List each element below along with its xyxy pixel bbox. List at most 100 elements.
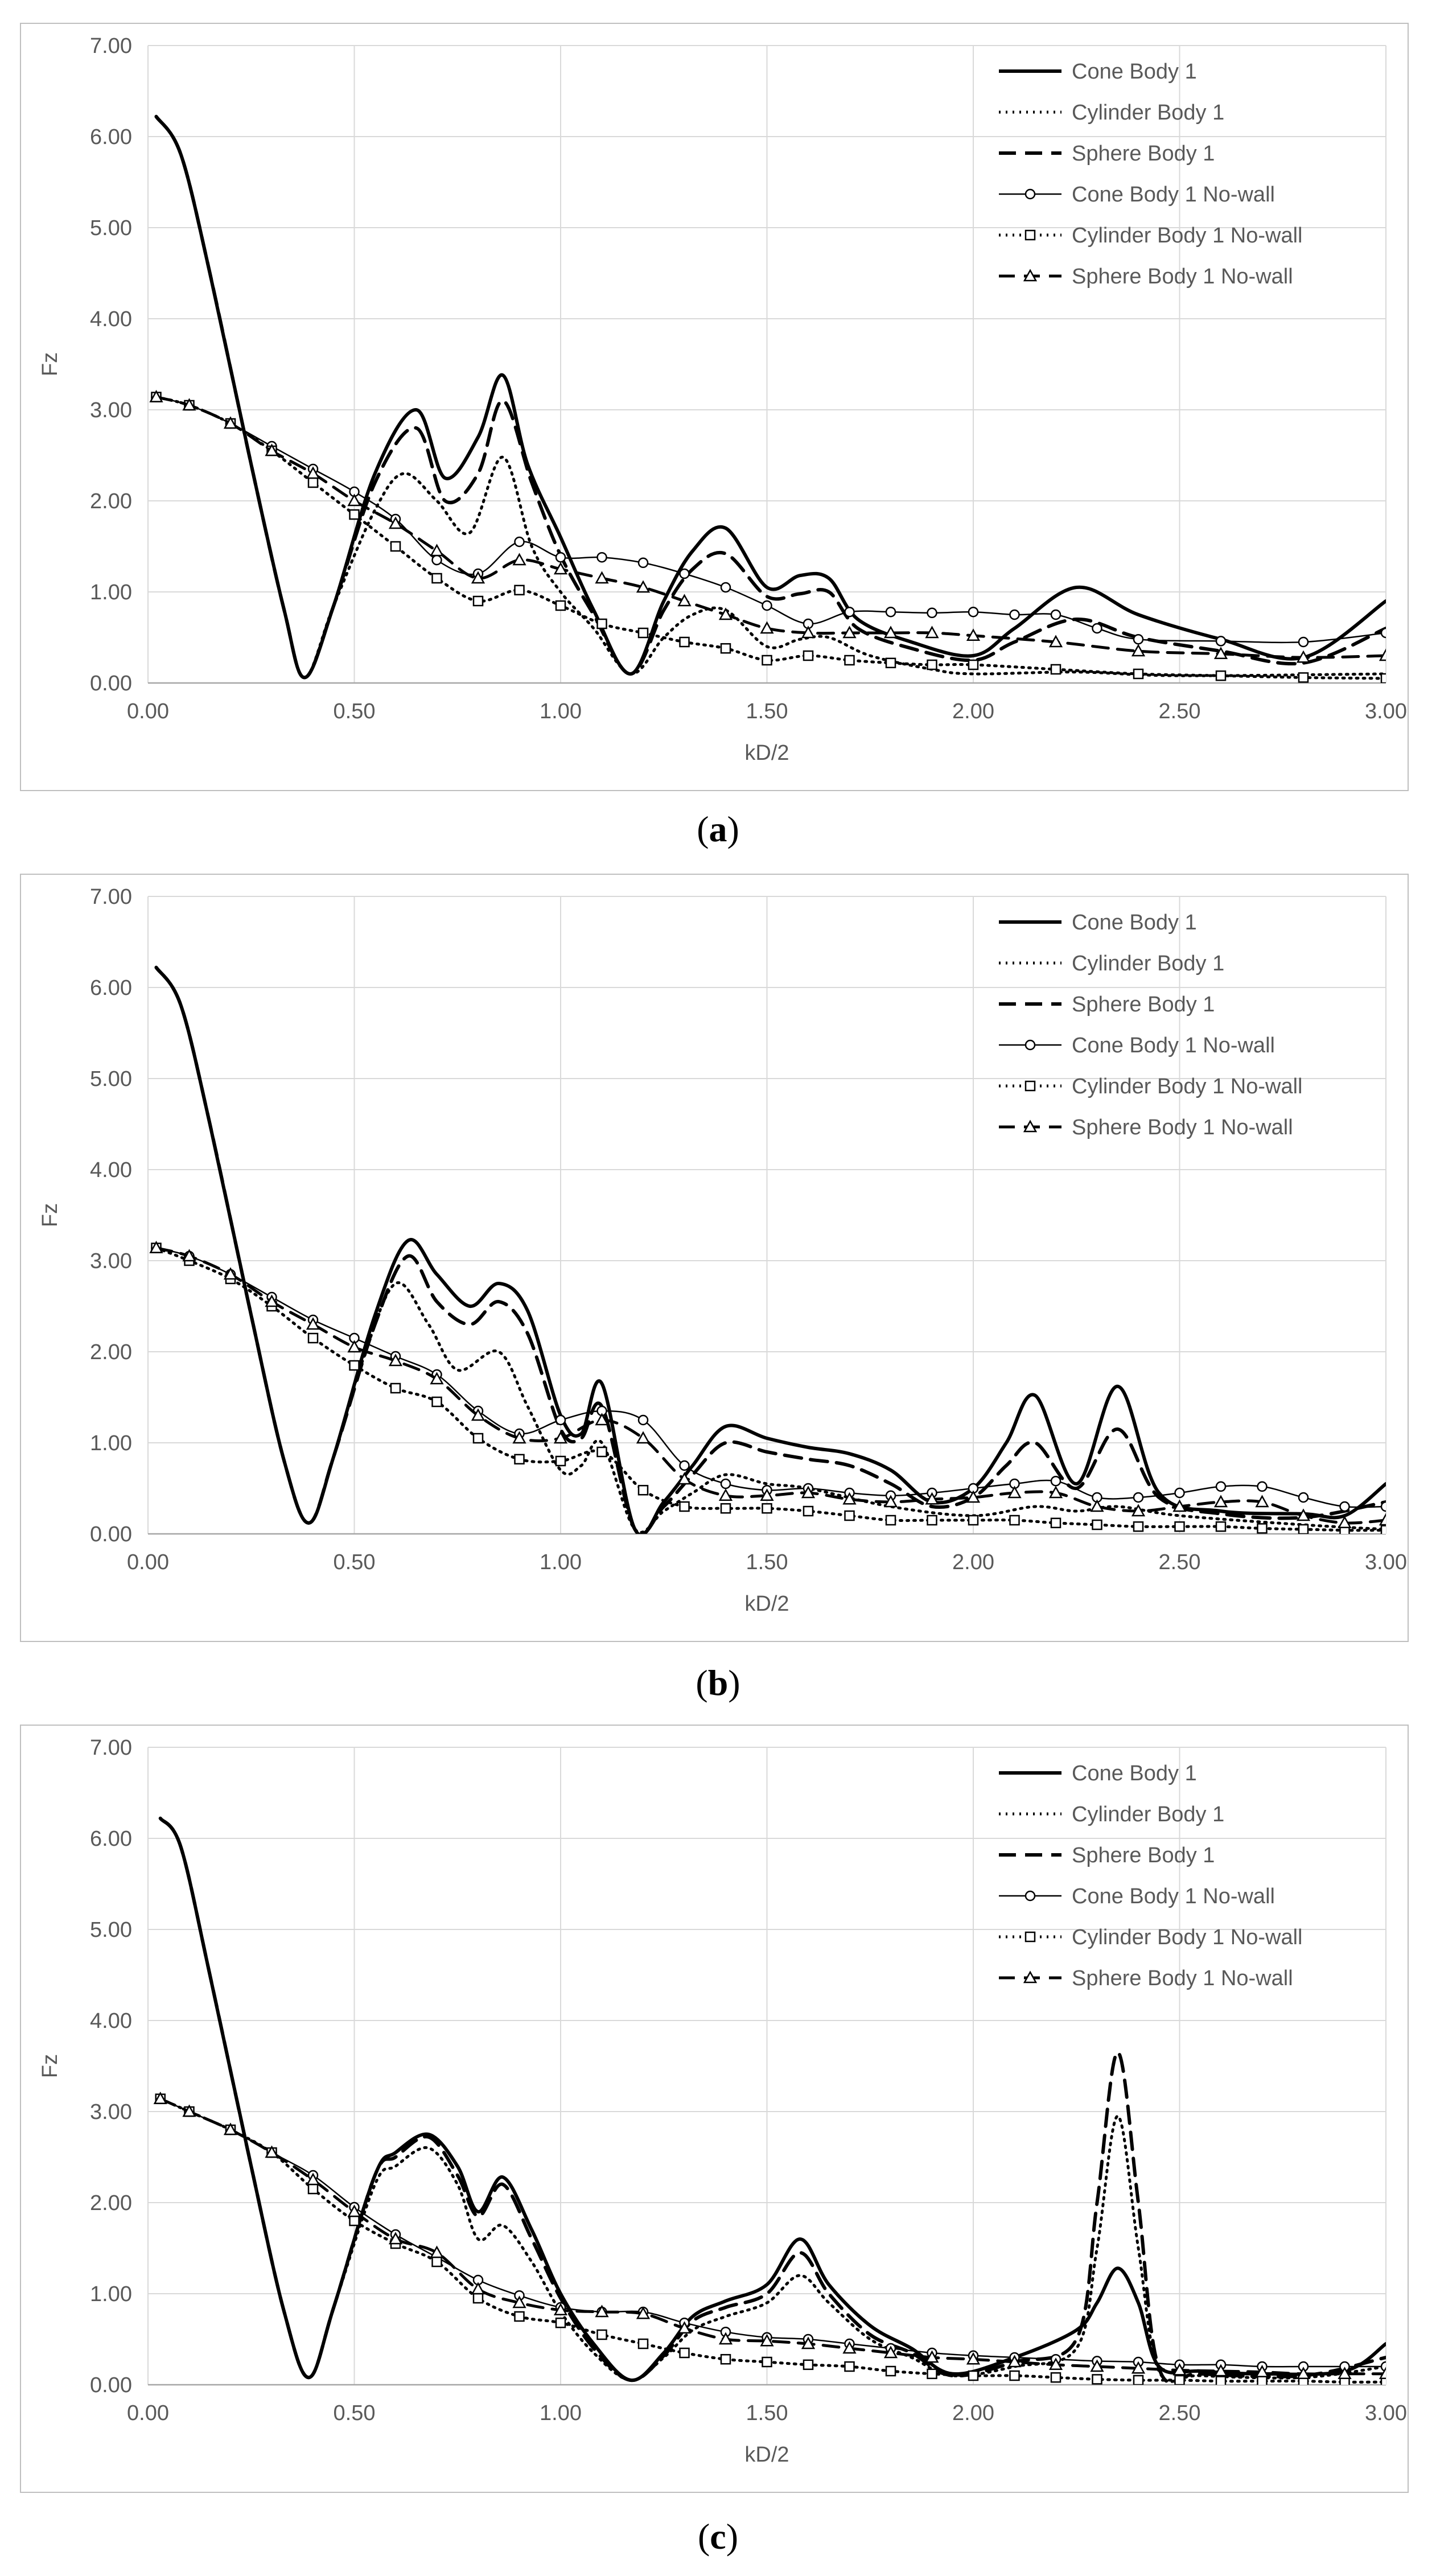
data-point-marker <box>265 443 279 456</box>
legend-marker <box>1024 1039 1036 1051</box>
data-point-marker <box>430 544 444 557</box>
x-tick-label: 1.50 <box>746 1550 788 1574</box>
data-point-marker <box>885 606 896 618</box>
legend-marker <box>1023 1970 1038 1984</box>
legend-marker <box>1023 269 1038 282</box>
data-point-marker <box>1009 1515 1020 1526</box>
data-point-marker <box>1213 2364 1228 2377</box>
data-point-marker <box>182 1249 196 1262</box>
data-point-marker <box>1298 1524 1309 1534</box>
legend-label: Cone Body 1 No-wall <box>1072 183 1275 207</box>
legend-marker <box>1024 188 1036 200</box>
data-point-marker <box>883 1495 898 1508</box>
data-point-marker <box>801 2336 816 2349</box>
y-tick-label: 3.00 <box>90 398 132 422</box>
data-point-marker <box>306 2172 320 2186</box>
data-point-marker <box>801 626 816 639</box>
data-point-marker <box>679 636 690 648</box>
y-tick-label: 6.00 <box>90 1827 132 1851</box>
data-point-marker <box>149 1241 163 1253</box>
y-tick-label: 4.00 <box>90 2009 132 2033</box>
series-line <box>155 396 1386 680</box>
data-point-marker <box>1380 1525 1386 1534</box>
chart-b: 0.00 1.00 2.00 3.00 4.00 5.00 6.00 7.00 0.00 0.50… <box>20 874 1409 1642</box>
y-tick-label: 6.00 <box>90 976 132 1000</box>
data-point-marker <box>677 1472 692 1485</box>
data-point-marker <box>1215 1481 1227 1492</box>
x-tick-label: 3.00 <box>1365 699 1407 723</box>
data-point-marker <box>720 643 731 654</box>
y-tick-label: 3.00 <box>90 2100 132 2124</box>
data-point-marker <box>431 1396 442 1408</box>
data-point-marker <box>471 2282 485 2295</box>
data-point-marker <box>1133 633 1144 645</box>
y-tick-label: 0.00 <box>90 672 132 696</box>
y-tick-label: 3.00 <box>90 1249 132 1273</box>
data-point-marker <box>1092 623 1102 634</box>
data-point-marker <box>1379 1513 1386 1526</box>
x-tick-label: 1.50 <box>746 2401 788 2425</box>
data-point-marker <box>1009 609 1020 620</box>
series-3 <box>158 1816 1386 2384</box>
data-point-marker <box>636 580 651 593</box>
legend-label: Sphere Body 1 No-wall <box>1072 1966 1293 1990</box>
legend-marker <box>1024 1931 1036 1943</box>
data-point-marker <box>1174 1487 1185 1499</box>
data-point-marker <box>637 1484 649 1496</box>
data-point-marker <box>265 2145 279 2158</box>
data-point-marker <box>720 1503 731 1514</box>
data-point-marker <box>968 2370 979 2381</box>
data-point-marker <box>1296 2367 1311 2380</box>
data-point-marker <box>596 2329 607 2340</box>
x-tick-label: 2.00 <box>952 699 994 723</box>
data-point-marker <box>223 416 238 429</box>
data-point-marker <box>472 595 484 607</box>
x-tick-label: 0.00 <box>127 2401 169 2425</box>
data-point-marker <box>307 1332 319 1344</box>
data-point-marker <box>149 390 163 402</box>
data-point-marker <box>1090 1499 1104 1512</box>
data-point-marker <box>182 2104 196 2117</box>
data-point-marker <box>349 509 360 520</box>
y-tick-label: 2.00 <box>90 1340 132 1364</box>
data-point-marker <box>968 606 979 618</box>
data-point-marker <box>677 2321 692 2334</box>
data-point-marker <box>1298 636 1309 648</box>
data-point-marker <box>512 2295 526 2308</box>
data-point-marker <box>1007 2355 1022 2368</box>
data-point-marker <box>1092 2374 1102 2385</box>
data-point-marker <box>925 626 939 639</box>
data-point-marker <box>431 554 442 566</box>
legend-label: Cylinder Body 1 <box>1072 101 1224 125</box>
data-point-marker <box>1379 2367 1386 2380</box>
data-point-marker <box>596 618 607 629</box>
legend-label: Cone Body 1 <box>1072 911 1197 935</box>
data-point-marker <box>762 2356 772 2368</box>
data-point-marker <box>883 2345 898 2359</box>
caption-a: (a) <box>697 809 739 849</box>
data-point-marker <box>390 541 401 552</box>
data-point-marker <box>1298 672 1309 683</box>
legend-label: Cylinder Body 1 <box>1072 1803 1224 1826</box>
data-point-marker <box>636 1431 651 1444</box>
caption-c: (c) <box>697 2516 739 2557</box>
data-point-marker <box>803 1505 814 1517</box>
data-point-marker <box>306 1317 320 1330</box>
legend-label: Cone Body 1 No-wall <box>1072 1034 1275 1057</box>
data-point-marker <box>595 2305 609 2318</box>
legend-marker <box>1023 1120 1038 1133</box>
data-point-marker <box>555 552 566 563</box>
legend-marker <box>1024 229 1036 241</box>
data-point-marker <box>514 536 525 548</box>
data-point-marker <box>1131 1504 1146 1517</box>
y-tick-label: 5.00 <box>90 1067 132 1091</box>
legend-marker <box>1024 1080 1036 1092</box>
x-tick-label: 0.50 <box>334 1550 376 1574</box>
data-point-marker <box>431 2256 442 2268</box>
data-point-marker <box>885 657 896 669</box>
data-point-marker <box>1257 1523 1268 1534</box>
data-point-marker <box>1133 2375 1144 2385</box>
data-point-marker <box>1048 1485 1063 1499</box>
data-point-marker <box>1090 2359 1104 2372</box>
data-point-marker <box>1092 1519 1102 1530</box>
